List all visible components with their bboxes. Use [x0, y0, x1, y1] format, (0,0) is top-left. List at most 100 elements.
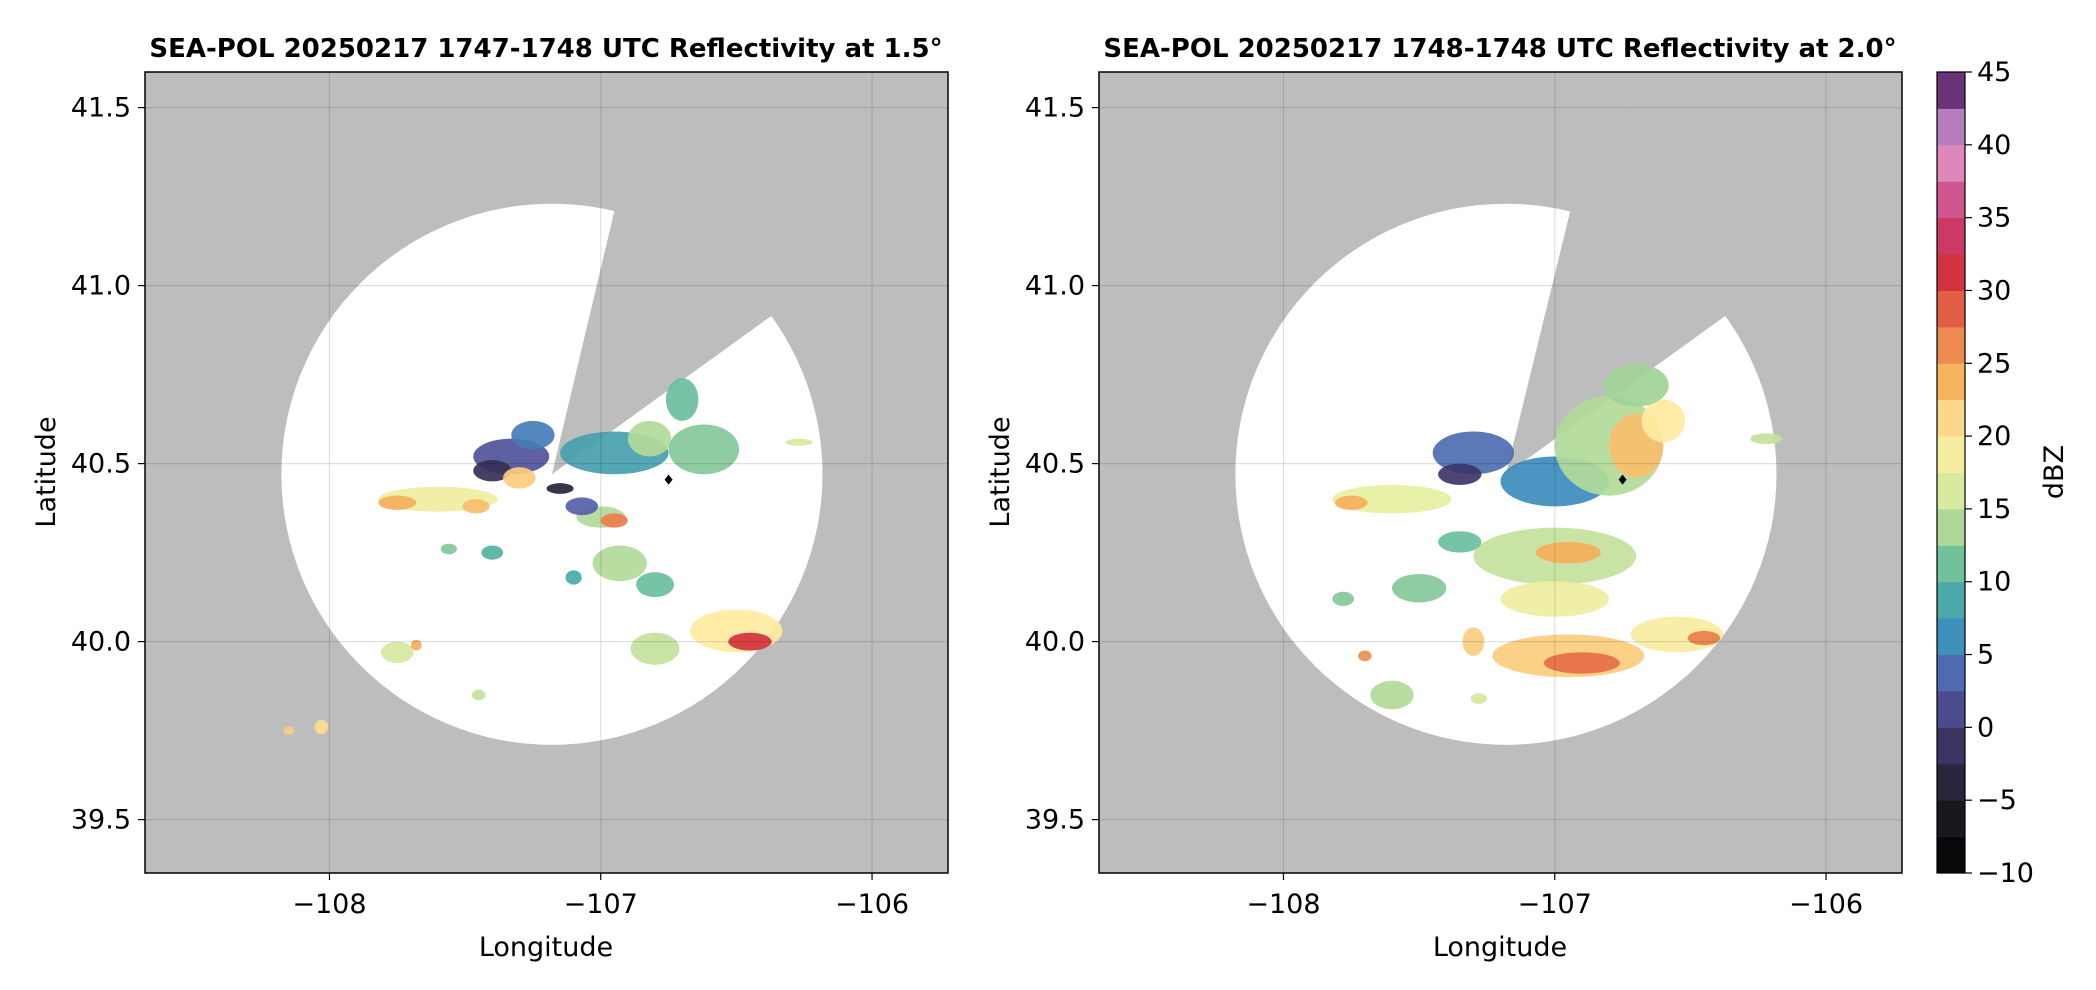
left-echo-layer	[283, 378, 813, 735]
colorbar-tick-label: 35	[1977, 203, 2011, 234]
colorbar-tick-label: 25	[1977, 348, 2011, 379]
colorbar-tick-label: 5	[1977, 640, 1994, 671]
right-x-tick-label: −106	[1789, 889, 1863, 920]
right-masked-region	[1099, 72, 1902, 873]
colorbar-step	[1937, 690, 1965, 728]
right-echo-cell	[1391, 573, 1447, 603]
colorbar-step	[1937, 399, 1965, 437]
right-y-axis-label: Latitude	[985, 416, 1016, 527]
left-y-tick-label: 39.5	[71, 805, 131, 836]
left-blocked-sector	[551, 96, 873, 475]
colorbar-step	[1937, 181, 1965, 219]
right-blocked-sector-outer	[1598, 72, 1833, 243]
colorbar-tick-label: −5	[1977, 785, 2017, 816]
right-y-tick-label: 41.5	[1025, 93, 1085, 124]
colorbar-step	[1937, 618, 1965, 656]
right-echo-cell	[1535, 541, 1601, 564]
left-y-ticks: 39.5 40.0 40.5 41.0 41.5	[71, 93, 145, 836]
colorbar-step	[1937, 508, 1965, 546]
colorbar-step	[1937, 326, 1965, 364]
colorbar-tick-label: −10	[1977, 858, 2034, 889]
right-grid	[1099, 72, 1902, 873]
left-x-ticks: −108 −107 −106	[292, 873, 909, 920]
colorbar-tick-label: 30	[1977, 275, 2011, 306]
colorbar-step	[1937, 836, 1965, 874]
left-y-tick-label: 40.0	[71, 627, 131, 658]
right-marker-layer	[1618, 474, 1627, 485]
right-y-tick-label: 39.5	[1025, 805, 1085, 836]
colorbar-step	[1937, 800, 1965, 838]
right-echo-cell	[1641, 399, 1685, 443]
left-plot-frame	[144, 71, 949, 874]
colorbar-step	[1937, 472, 1965, 510]
colorbar-tick-label: 20	[1977, 421, 2011, 452]
left-echo-cell	[410, 639, 422, 651]
left-echo-cell	[462, 499, 490, 514]
right-echo-cell	[1462, 627, 1485, 656]
colorbar: −10 −5 0 5 10 15 20 25 30 35 40 45 dBZ	[1936, 57, 2070, 889]
colorbar-step	[1937, 144, 1965, 182]
colorbar-step	[1937, 436, 1965, 473]
left-echo-cell	[503, 467, 536, 489]
right-echo-cell	[1750, 433, 1783, 445]
colorbar-step	[1937, 72, 1965, 109]
left-echo-cell	[668, 424, 740, 475]
right-echo-cell	[1438, 531, 1482, 553]
left-y-tick-label: 40.5	[71, 449, 131, 480]
left-x-tick-label: −106	[835, 889, 909, 920]
left-echo-cell	[473, 460, 512, 482]
colorbar-step	[1937, 217, 1965, 255]
colorbar-step	[1937, 363, 1965, 401]
colorbar-step	[1937, 108, 1965, 146]
right-x-tick-label: −108	[1246, 889, 1320, 920]
right-echo-layer	[1332, 363, 1783, 710]
left-grid	[145, 72, 948, 873]
right-x-tick-label: −107	[1518, 889, 1592, 920]
right-echo-cell	[1500, 581, 1610, 617]
right-y-tick-label: 40.5	[1025, 449, 1085, 480]
left-x-tick-label: −108	[292, 889, 366, 920]
colorbar-ticks: −10 −5 0 5 10 15 20 25 30 35 40 45	[1965, 57, 2034, 889]
left-y-axis-label: Latitude	[31, 416, 62, 527]
colorbar-step	[1937, 290, 1965, 328]
colorbar-frame	[1936, 71, 1966, 874]
colorbar-tick-label: 10	[1977, 567, 2011, 598]
colorbar-tick-label: 0	[1977, 712, 1994, 743]
right-y-tick-label: 40.0	[1025, 627, 1085, 658]
left-echo-cell	[283, 726, 295, 735]
left-x-tick-label: −107	[564, 889, 638, 920]
colorbar-step	[1937, 654, 1965, 692]
right-y-ticks: 39.5 40.0 40.5 41.0 41.5	[1025, 93, 1099, 836]
left-y-tick-label: 41.0	[71, 271, 131, 302]
left-echo-cell	[314, 719, 329, 735]
right-echo-cell	[1438, 463, 1482, 485]
right-echo-cell	[1603, 363, 1669, 407]
right-y-tick-label: 41.0	[1025, 271, 1085, 302]
right-x-ticks: −108 −107 −106	[1246, 873, 1863, 920]
left-echo-cell	[565, 570, 582, 585]
left-echo-cell	[565, 497, 599, 516]
left-panel: SEA-POL 20250217 1747-1748 UTC Reflectiv…	[31, 34, 949, 963]
right-echo-cell	[1358, 650, 1372, 662]
left-echo-cell	[627, 420, 672, 457]
colorbar-step	[1937, 581, 1965, 619]
left-echo-cell	[481, 545, 504, 560]
left-echo-cell	[636, 572, 675, 598]
left-echo-cell	[785, 438, 813, 446]
left-echo-cell	[378, 495, 417, 510]
colorbar-tick-label: 15	[1977, 494, 2011, 525]
left-echo-cell	[665, 378, 699, 421]
left-echo-cell	[546, 483, 574, 494]
right-echo-cell	[1543, 652, 1620, 674]
colorbar-tick-label: 40	[1977, 130, 2011, 161]
colorbar-step	[1937, 727, 1965, 765]
colorbar-steps	[1937, 72, 1965, 874]
right-echo-cell	[1432, 431, 1515, 475]
left-echo-cell	[381, 641, 414, 663]
right-panel: SEA-POL 20250217 1748-1748 UTC Reflectiv…	[985, 34, 1903, 963]
left-marker-layer	[664, 474, 673, 485]
colorbar-tick-label: 45	[1977, 57, 2011, 88]
left-echo-cell	[471, 689, 486, 701]
left-chart-title: SEA-POL 20250217 1747-1748 UTC Reflectiv…	[149, 34, 942, 64]
